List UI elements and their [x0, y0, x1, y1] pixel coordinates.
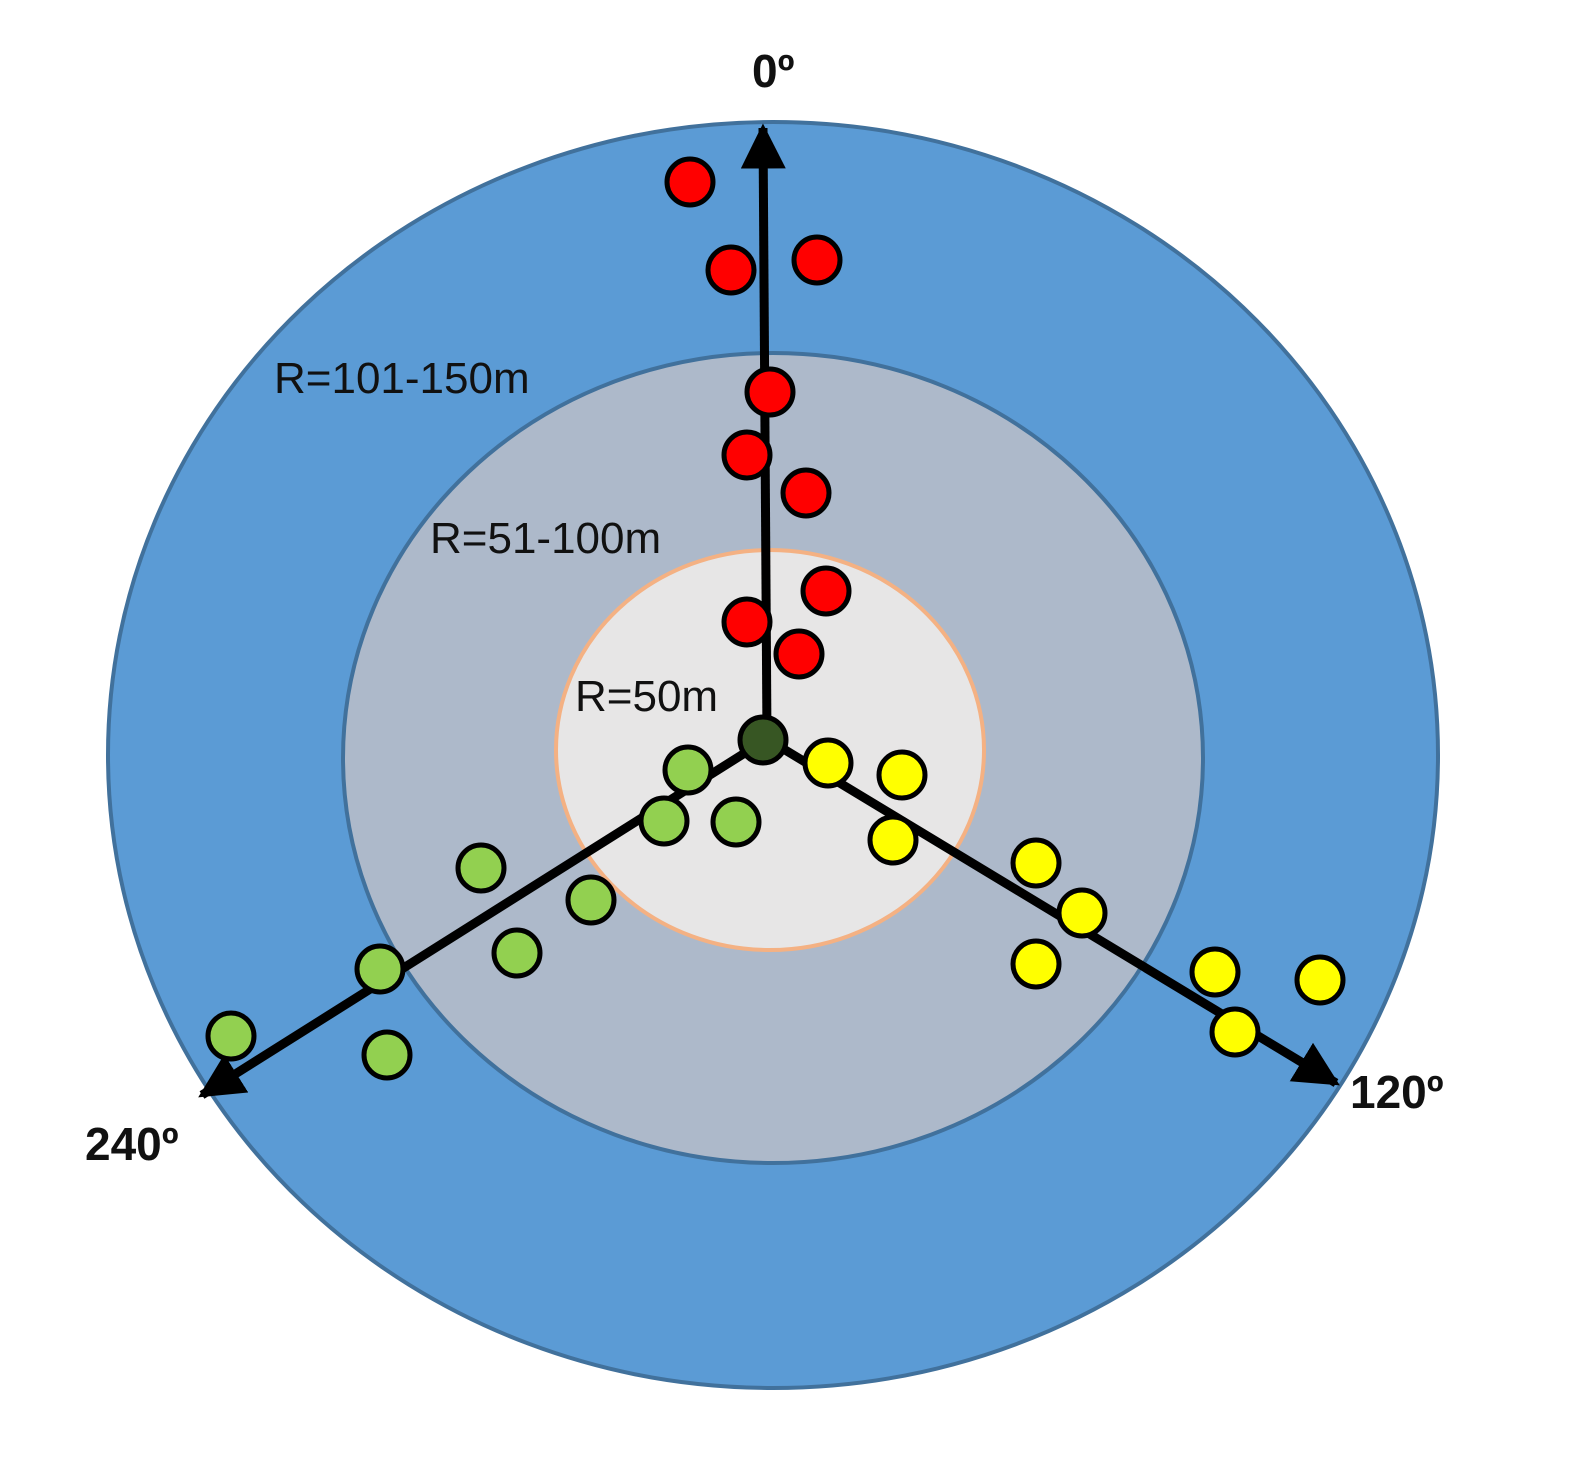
sample-point: [773, 628, 825, 680]
sample-point: [1010, 938, 1062, 990]
direction-label-0: 0º: [752, 45, 795, 97]
sample-point: [744, 366, 796, 418]
sample-points-240-deg: [205, 744, 762, 1081]
sample-point: [705, 244, 757, 296]
sample-point: [800, 565, 852, 617]
sample-point: [780, 467, 832, 519]
sample-point: [876, 749, 928, 801]
direction-label-240: 240º: [85, 1118, 179, 1170]
axis-0-deg: [740, 123, 786, 740]
direction-label-120: 120º: [1350, 1066, 1444, 1118]
sample-point: [361, 1029, 413, 1081]
ring-label-101-150m: R=101-150m: [274, 354, 530, 403]
sample-point: [802, 737, 854, 789]
sample-point: [662, 744, 714, 796]
sample-point: [721, 429, 773, 481]
sample-point: [1189, 946, 1241, 998]
sample-point: [1056, 887, 1108, 939]
sample-point: [354, 943, 406, 995]
sample-point: [205, 1010, 257, 1062]
sample-point: [791, 234, 843, 286]
sample-point: [491, 927, 543, 979]
ring-label-51-100m: R=51-100m: [430, 514, 661, 563]
sample-point: [664, 156, 716, 208]
sample-points-0-deg: [664, 156, 852, 680]
sample-point: [721, 596, 773, 648]
sample-point: [455, 842, 507, 894]
sample-point: [710, 796, 762, 848]
ring-label-50m: R=50m: [575, 672, 718, 721]
sample-point: [565, 874, 617, 926]
sample-point: [1294, 954, 1346, 1006]
sample-point: [867, 814, 919, 866]
sample-point: [1010, 837, 1062, 889]
center-point: [737, 714, 789, 766]
sample-points-120-deg: [802, 737, 1346, 1058]
sample-point: [1209, 1006, 1261, 1058]
sample-point: [638, 795, 690, 847]
